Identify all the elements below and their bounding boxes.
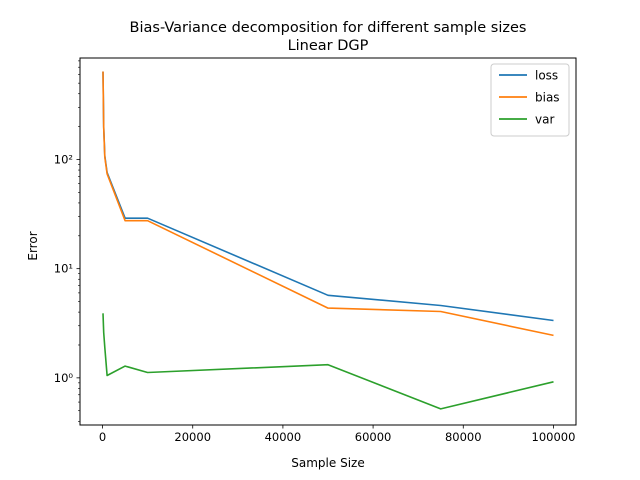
legend-box xyxy=(490,63,570,137)
y-tick-label: 10² xyxy=(54,152,73,166)
legend-label-bias: bias xyxy=(535,91,560,105)
y-axis-label: Error xyxy=(26,231,40,260)
y-axis-ticks: 10⁰ 10¹ 10² xyxy=(54,60,80,422)
chart-title: Bias-Variance decomposition for differen… xyxy=(130,20,527,36)
y-tick-label: 10¹ xyxy=(54,262,73,276)
plot-area xyxy=(79,57,577,426)
x-tick-label: 0 xyxy=(99,430,106,444)
y-tick-label: 10⁰ xyxy=(54,371,74,385)
x-tick-label: 80000 xyxy=(445,430,482,444)
legend: loss bias var xyxy=(490,63,570,137)
plot-frame xyxy=(79,57,577,426)
x-axis-label: Sample Size xyxy=(291,456,364,470)
series-line-var xyxy=(102,313,554,410)
x-tick-label: 100000 xyxy=(532,430,576,444)
x-tick-label: 20000 xyxy=(174,430,211,444)
series-line-bias xyxy=(102,71,554,337)
chart-subtitle: Linear DGP xyxy=(288,38,369,54)
x-tick-label: 40000 xyxy=(265,430,302,444)
legend-label-var: var xyxy=(535,113,554,127)
series-lines xyxy=(102,71,554,410)
x-axis-ticks: 0 20000 40000 60000 80000 100000 xyxy=(99,425,576,444)
x-tick-label: 60000 xyxy=(355,430,392,444)
legend-label-loss: loss xyxy=(535,69,558,83)
